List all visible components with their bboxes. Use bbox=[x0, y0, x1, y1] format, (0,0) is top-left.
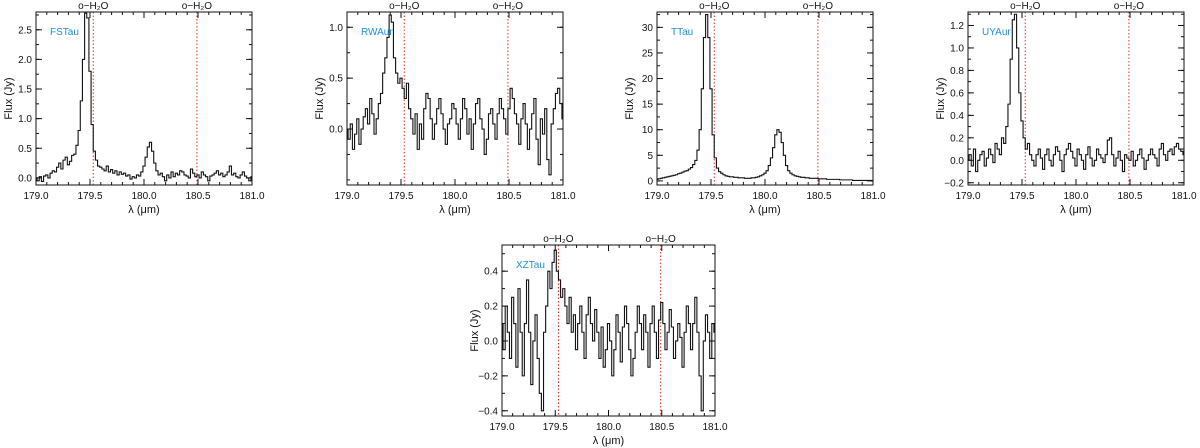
star-label: FSTau bbox=[50, 27, 79, 38]
x-tick-label: 179.0 bbox=[644, 191, 669, 202]
star-label: XZTau bbox=[516, 260, 545, 271]
y-tick-label: 2.0 bbox=[18, 55, 32, 66]
line-marker-label-1: o−H₂O bbox=[646, 234, 677, 245]
spectrum-line bbox=[968, 13, 1184, 173]
line-marker-label-0: o−H₂O bbox=[1010, 1, 1041, 12]
x-tick-label: 181.0 bbox=[702, 422, 727, 433]
y-tick-label: 0.4 bbox=[950, 111, 964, 122]
x-tick-label: 180.0 bbox=[442, 191, 467, 202]
y-tick-label: 15 bbox=[642, 100, 654, 111]
x-tick-label: 179.5 bbox=[388, 191, 413, 202]
star-label: TTau bbox=[671, 27, 693, 38]
y-tick-label: 0.0 bbox=[329, 125, 343, 136]
y-axis-label: Flux (Jy) bbox=[469, 309, 481, 351]
x-tick-label: 179.0 bbox=[23, 191, 48, 202]
y-tick-label: 0.0 bbox=[484, 336, 498, 347]
x-axis-label: λ (μm) bbox=[593, 435, 624, 447]
x-tick-label: 180.5 bbox=[806, 191, 831, 202]
spectrum-line bbox=[657, 14, 873, 181]
line-marker-label-0: o−H₂O bbox=[699, 1, 730, 12]
spectrum-panel-ttau: o−H₂O o−H₂O 179.0 179.5 180.0 180.5 181.0 0 5 10 1… bbox=[624, 1, 886, 216]
line-marker-label-0: o−H₂O bbox=[543, 234, 574, 245]
y-tick-label: 0.6 bbox=[950, 88, 964, 99]
spectrum-panel-fstau: o−H₂O o−H₂O 179.0 179.5 180.0 180.5 181.0 0.0 0.… bbox=[3, 1, 265, 216]
x-tick-label: 181.0 bbox=[860, 191, 885, 202]
line-marker-label-1: o−H₂O bbox=[182, 1, 213, 12]
spectrum-line bbox=[36, 12, 252, 182]
y-tick-label: −0.2 bbox=[478, 371, 498, 382]
star-label: UYAur bbox=[982, 27, 1011, 38]
line-marker-label-1: o−H₂O bbox=[493, 1, 524, 12]
x-tick-label: 181.0 bbox=[550, 191, 575, 202]
x-tick-label: 180.0 bbox=[596, 422, 621, 433]
star-label: RWAur bbox=[361, 27, 393, 38]
x-tick-label: 179.0 bbox=[489, 422, 514, 433]
x-axis-label: λ (μm) bbox=[439, 204, 470, 216]
y-tick-label: 0.5 bbox=[18, 144, 32, 155]
y-tick-label: 1.5 bbox=[18, 85, 32, 96]
x-axis-label: λ (μm) bbox=[128, 204, 159, 216]
y-tick-label: 2.5 bbox=[18, 25, 32, 36]
y-tick-label: −0.4 bbox=[478, 406, 498, 417]
y-tick-label: 1.0 bbox=[950, 43, 964, 54]
y-tick-label: 20 bbox=[642, 74, 654, 85]
x-tick-label: 180.0 bbox=[1063, 191, 1088, 202]
y-tick-label: 0.8 bbox=[950, 66, 964, 77]
y-axis-label: Flux (Jy) bbox=[935, 77, 947, 119]
x-tick-label: 180.5 bbox=[496, 191, 521, 202]
x-tick-label: 180.5 bbox=[649, 422, 674, 433]
y-tick-label: 1.0 bbox=[18, 114, 32, 125]
y-axis-label: Flux (Jy) bbox=[624, 77, 636, 119]
x-tick-label: 179.5 bbox=[698, 191, 723, 202]
spectrum-panel-xztau: o−H₂O o−H₂O 179.0 179.5 180.0 180.5 181.0 −0.4 −… bbox=[469, 234, 728, 447]
y-tick-label: 10 bbox=[642, 125, 654, 136]
y-tick-label: 0.2 bbox=[950, 133, 964, 144]
y-tick-label: 0.4 bbox=[484, 267, 498, 278]
x-tick-label: 179.5 bbox=[543, 422, 568, 433]
x-tick-label: 181.0 bbox=[239, 191, 264, 202]
spectrum-panel-rwaur: o−H₂O o−H₂O 179.0 179.5 180.0 180.5 181.0 0.0 0.… bbox=[314, 1, 576, 216]
spectrum-line bbox=[502, 249, 715, 412]
y-axis-label: Flux (Jy) bbox=[314, 77, 326, 119]
x-tick-label: 179.5 bbox=[77, 191, 102, 202]
line-marker-label-1: o−H₂O bbox=[1114, 1, 1145, 12]
x-tick-label: 180.0 bbox=[131, 191, 156, 202]
x-tick-label: 180.0 bbox=[752, 191, 777, 202]
line-marker-label-0: o−H₂O bbox=[78, 1, 109, 12]
x-tick-label: 180.5 bbox=[1117, 191, 1142, 202]
y-axis-label: Flux (Jy) bbox=[3, 77, 15, 119]
x-tick-label: 179.5 bbox=[1009, 191, 1034, 202]
y-tick-label: 25 bbox=[642, 48, 654, 59]
line-marker-label-1: o−H₂O bbox=[803, 1, 834, 12]
y-tick-label: 0.0 bbox=[950, 156, 964, 167]
y-tick-label: 0.0 bbox=[18, 173, 32, 184]
x-axis-label: λ (μm) bbox=[749, 204, 780, 216]
x-tick-label: 181.0 bbox=[1171, 191, 1196, 202]
spectrum-panel-uyaur: o−H₂O o−H₂O 179.0 179.5 180.0 180.5 181.0 −0.2 0… bbox=[935, 1, 1197, 216]
x-axis-label: λ (μm) bbox=[1060, 204, 1091, 216]
x-tick-label: 179.0 bbox=[334, 191, 359, 202]
spectrum-line bbox=[347, 14, 563, 176]
y-tick-label: −0.2 bbox=[944, 178, 964, 189]
x-tick-label: 179.0 bbox=[955, 191, 980, 202]
y-tick-label: 0.5 bbox=[329, 74, 343, 85]
y-tick-label: 5 bbox=[647, 151, 653, 162]
y-tick-label: 0 bbox=[647, 176, 653, 187]
x-tick-label: 180.5 bbox=[185, 191, 210, 202]
y-tick-label: 0.2 bbox=[484, 302, 498, 313]
y-tick-label: 30 bbox=[642, 23, 654, 34]
line-marker-label-0: o−H₂O bbox=[389, 1, 420, 12]
y-tick-label: 1.0 bbox=[329, 23, 343, 34]
y-tick-label: 1.2 bbox=[950, 21, 964, 32]
